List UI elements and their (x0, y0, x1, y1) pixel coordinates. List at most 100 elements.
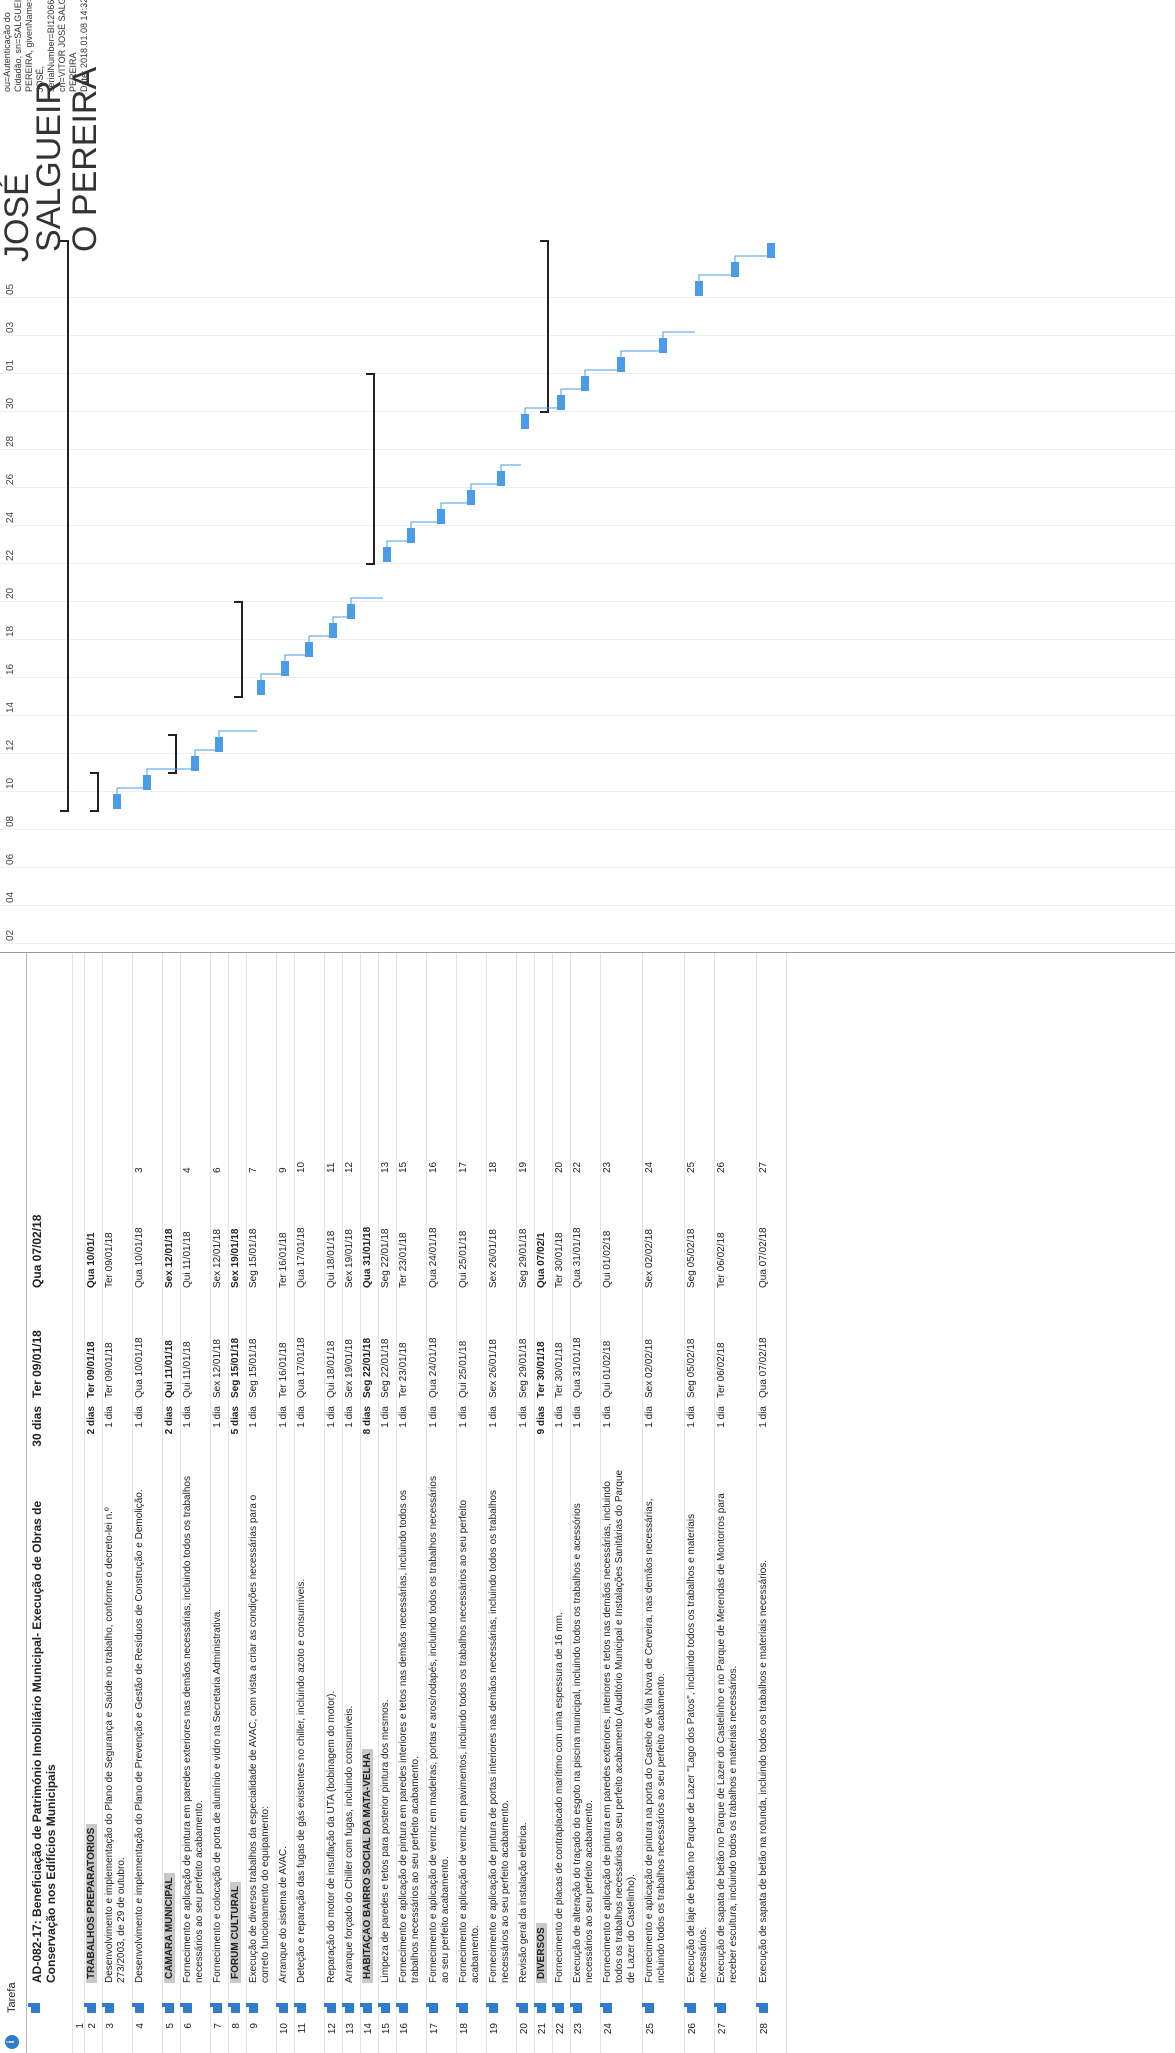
table-row[interactable]: 15 Limpeza de paredes e tetos para poster… (378, 953, 397, 2053)
signature-meta-line: JOSÉ, (35, 65, 45, 92)
task-bar (257, 680, 265, 695)
table-row[interactable]: 14 HABITAÇÃO BAIRRO SOCIAL DA MATA-VELHA 8… (360, 953, 379, 2053)
task-mode-icon (759, 2003, 768, 2013)
task-end: Qui 25/01/18 (458, 1230, 469, 1288)
task-id: 25 (645, 2023, 656, 2035)
task-id: 19 (489, 2023, 500, 2035)
task-name: Execução de laje de betão no Parque de L… (686, 1513, 709, 1983)
task-id: 10 (279, 2023, 290, 2035)
task-id: 22 (555, 2023, 566, 2035)
info-icon: i (5, 2035, 19, 2049)
task-start: Ter 09/01/18 (86, 1341, 97, 1398)
table-row[interactable]: 28 Execução de sapata de betão na rotunda… (756, 953, 787, 2053)
task-id: 11 (297, 2023, 308, 2034)
task-start: Qui 18/01/18 (326, 1340, 337, 1398)
table-row[interactable]: 19 Fornecimento e aplicação de pintura de… (486, 953, 517, 2053)
task-start: Qua 31/01/18 (572, 1337, 583, 1398)
task-mode-icon (363, 2003, 372, 2013)
table-row[interactable]: 4 Desenvolvimento e implementação do Plan… (132, 953, 163, 2053)
task-start: Qua 24/01/18 (428, 1337, 439, 1398)
task-predecessor: 27 (758, 1161, 769, 1173)
summary-label: DIVERSOS (536, 1923, 547, 1983)
table-row[interactable]: 25 Fornecimento e aplicação de pintura na… (642, 953, 685, 2053)
table-row[interactable]: 22 Fornecimento de placas de contraplacad… (552, 953, 571, 2053)
table-row[interactable]: 9 Execução de diversos trabalhos da espec… (246, 953, 277, 2053)
task-bar (581, 376, 589, 391)
table-row[interactable]: 8 FÓRUM CULTURAL 5 dias Seg 15/01/18 Sex 19/… (228, 953, 247, 2053)
table-row[interactable]: 12 Reparação do motor de insuflação da UT… (324, 953, 343, 2053)
table-row[interactable]: AD-082-17: Beneficiação de Património Im… (28, 953, 73, 2053)
task-duration: 1 dia (602, 1406, 613, 1428)
signature-name-2: SALGUEIR (30, 80, 68, 252)
task-start: Seg 15/01/18 (230, 1337, 241, 1398)
table-row[interactable]: 13 Arranque forçado do Chiller com fugas,… (342, 953, 361, 2053)
task-mode-icon (105, 2003, 114, 2013)
table-row[interactable]: 16 Fornecimento e aplicação de pintura em… (396, 953, 427, 2053)
task-start: Seg 05/02/18 (686, 1338, 697, 1399)
task-duration: 1 dia (248, 1406, 259, 1428)
task-id: 7 (213, 2023, 224, 2029)
task-start: Ter 16/01/18 (278, 1342, 289, 1398)
task-duration: 30 dias (30, 1406, 44, 1447)
task-id: 24 (603, 2023, 614, 2035)
task-end: Qua 31/01/18 (362, 1226, 373, 1288)
table-row[interactable]: 5 CÂMARA MUNICIPAL 2 dias Qui 11/01/18 Sex 1… (162, 953, 181, 2053)
task-predecessor: 19 (518, 1161, 529, 1173)
task-start: Sex 12/01/18 (212, 1339, 223, 1398)
table-row[interactable]: 10 Arranque do sistema de AVAC. 1 dia Ter 1… (276, 953, 295, 2053)
task-predecessor: 24 (644, 1161, 655, 1173)
table-row[interactable]: 3 Desenvolvimento e implementação do Plan… (102, 953, 133, 2053)
table-row[interactable]: 18 Fornecimento e aplicação de verniz em … (456, 953, 487, 2053)
dependency-link (284, 654, 305, 661)
table-row[interactable]: 26 Execução de laje de betão no Parque de… (684, 953, 715, 2053)
task-end: Qua 07/02/18 (30, 1214, 44, 1288)
task-bar (281, 661, 289, 676)
task-start: Seg 22/01/18 (380, 1338, 391, 1399)
task-duration: 1 dia (380, 1406, 391, 1428)
task-mode-icon (519, 2003, 528, 2013)
task-id: 12 (327, 2023, 338, 2035)
table-row[interactable]: 2 TRABALHOS PREPARATÓRIOS 2 dias Ter 09/01/… (84, 953, 103, 2053)
task-mode-icon (345, 2003, 354, 2013)
table-row[interactable]: 21 DIVERSOS 9 dias Ter 30/01/18 Qua 07/02/1 (534, 953, 553, 2053)
task-mode-icon (603, 2003, 612, 2013)
task-start: Seg 22/01/18 (362, 1337, 373, 1398)
task-id: 27 (717, 2023, 728, 2035)
summary-bar (90, 772, 99, 812)
task-duration: 1 dia (182, 1406, 193, 1428)
task-duration: 1 dia (326, 1406, 337, 1428)
task-predecessor: 17 (458, 1161, 469, 1173)
task-bar (617, 357, 625, 372)
task-name: Fornecimento de placas de contraplacado … (554, 1612, 565, 1983)
table-row[interactable]: 7 Fornecimento e colocação de porta de al… (210, 953, 229, 2053)
task-name: Limpeza de paredes e tetos para posterio… (380, 1699, 391, 1984)
dependency-link (620, 350, 659, 357)
task-end: Qua 31/01/18 (572, 1227, 583, 1288)
task-bar (329, 623, 337, 638)
task-name: TRABALHOS PREPARATÓRIOS (86, 1463, 98, 1983)
table-row[interactable]: 24 Fornecimento e aplicação de pintura em… (600, 953, 643, 2053)
table-row[interactable]: 11 Deteção e reparação das fugas de gás e… (294, 953, 325, 2053)
task-mode-icon (327, 2003, 336, 2013)
dependency-link (332, 616, 347, 623)
task-mode-icon (489, 2003, 498, 2013)
task-end: Seg 22/01/18 (380, 1228, 391, 1289)
table-row[interactable]: 20 Revisão geral da instalação elétrica. 1… (516, 953, 535, 2053)
summary-bar (366, 373, 375, 565)
task-start: Ter 30/01/18 (536, 1341, 547, 1398)
task-start: Qui 11/01/18 (182, 1341, 193, 1398)
task-id: 26 (687, 2023, 698, 2035)
table-row[interactable]: 27 Execução de sapata de betão no Parque … (714, 953, 757, 2053)
task-end: Sex 19/01/18 (344, 1229, 355, 1288)
task-start: Qui 25/01/18 (458, 1340, 469, 1398)
table-row[interactable]: 6 Fornecimento e aplicação de pintura em … (180, 953, 211, 2053)
table-row[interactable]: 23 Execução de alteração do traçado do es… (570, 953, 601, 2053)
table-row[interactable]: 17 Fornecimento e aplicação de verniz em … (426, 953, 457, 2053)
task-mode-icon (231, 2003, 240, 2013)
dependency-link (584, 369, 617, 376)
task-end: Seg 05/02/18 (686, 1228, 697, 1289)
task-end: Qua 17/01/18 (296, 1227, 307, 1288)
task-duration: 1 dia (554, 1406, 565, 1428)
task-id: 21 (537, 2023, 548, 2035)
